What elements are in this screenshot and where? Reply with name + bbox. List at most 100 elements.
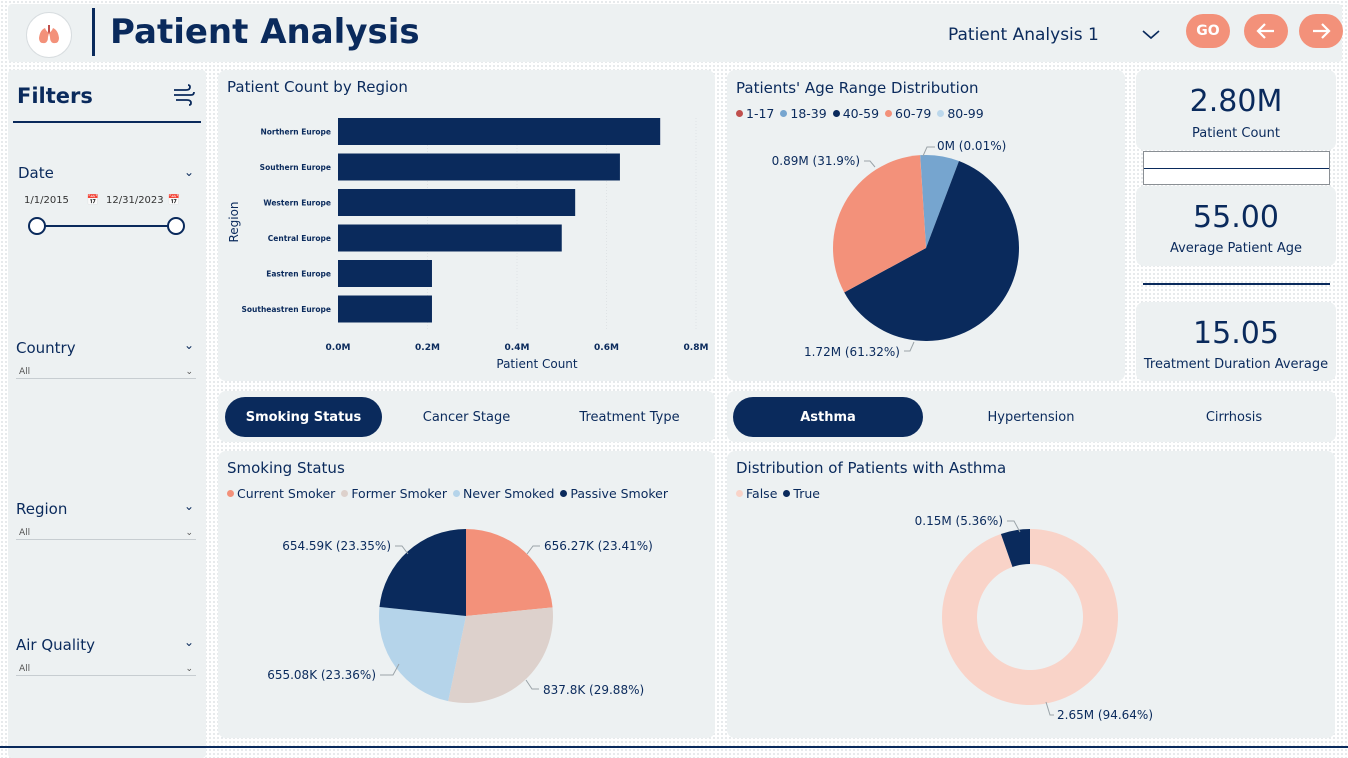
asthma-slice-false[interactable] bbox=[942, 529, 1118, 705]
tab-cirrhosis[interactable]: Cirrhosis bbox=[1205, 409, 1263, 425]
country-filter-label: Country bbox=[16, 339, 76, 357]
bar-western-europe[interactable] bbox=[338, 189, 576, 216]
legend-label: Passive Smoker bbox=[570, 486, 668, 501]
date-end-field[interactable]: 12/31/2023 📅 bbox=[106, 192, 180, 208]
bar-eastren-europe[interactable] bbox=[338, 260, 432, 287]
filters-divider bbox=[13, 121, 201, 123]
legend-dot-icon bbox=[885, 110, 893, 117]
tab-asthma[interactable]: Asthma bbox=[733, 397, 923, 437]
leader-line bbox=[922, 146, 935, 157]
asthma-slice-true[interactable] bbox=[1000, 529, 1030, 567]
legend-dot-icon bbox=[453, 490, 460, 497]
arrow-right-icon bbox=[1313, 23, 1331, 39]
y-axis-title: Region bbox=[227, 201, 241, 242]
chevron-down-icon[interactable]: ⌄ bbox=[184, 499, 195, 513]
age-slice-40-59[interactable] bbox=[844, 161, 1019, 341]
tab-smoking-status[interactable]: Smoking Status bbox=[225, 397, 382, 437]
leader-line bbox=[1007, 520, 1021, 533]
chevron-down-icon[interactable]: ⌄ bbox=[184, 338, 195, 352]
bar-southeastren-europe[interactable] bbox=[338, 295, 432, 323]
back-button[interactable] bbox=[1244, 14, 1288, 48]
header-bar bbox=[8, 4, 1342, 62]
page-select-value: Patient Analysis 1 bbox=[948, 25, 1099, 45]
leader-line bbox=[395, 545, 409, 555]
region-dropdown-value: All bbox=[19, 527, 31, 538]
asthma-legend-true: True bbox=[783, 486, 820, 501]
kpi-avg-age-label: Average Patient Age bbox=[1169, 241, 1303, 256]
data-label: 656.27K (23.41%) bbox=[544, 539, 653, 553]
tab-treatment-type[interactable]: Treatment Type bbox=[579, 409, 680, 425]
legend-dot-icon bbox=[736, 490, 743, 497]
legend-label: True bbox=[793, 486, 820, 501]
legend-label: Never Smoked bbox=[463, 486, 555, 501]
asthma-chart-title: Distribution of Patients with Asthma bbox=[736, 459, 1007, 477]
asthma-donut-chart: 0.15M (5.36%) 2.65M (94.64%) bbox=[915, 514, 1153, 722]
go-button[interactable]: GO bbox=[1186, 14, 1230, 48]
kpi-treatment-label: Treatment Duration Average bbox=[1143, 357, 1329, 372]
legend-label: 40-59 bbox=[842, 106, 880, 121]
age-slice-18-39[interactable] bbox=[920, 155, 959, 248]
smoking-slice-current-smoker[interactable] bbox=[466, 529, 553, 616]
chevron-down-icon[interactable]: ⌄ bbox=[184, 635, 195, 649]
tab-hypertension[interactable]: Hypertension bbox=[987, 409, 1075, 425]
legend-label: Current Smoker bbox=[237, 486, 336, 501]
legend-dot-icon bbox=[832, 110, 840, 117]
data-label: 2.65M (94.64%) bbox=[1057, 708, 1153, 722]
data-label: 654.59K (23.35%) bbox=[282, 539, 391, 553]
age-chart-title: Patients' Age Range Distribution bbox=[736, 79, 979, 97]
air-quality-filter-label: Air Quality bbox=[16, 636, 95, 654]
arrow-left-icon bbox=[1256, 23, 1274, 39]
y-tick-label: Southeastren Europe bbox=[241, 305, 331, 314]
legend-label: 80-99 bbox=[947, 106, 984, 121]
region-dropdown[interactable]: All ⌄ bbox=[16, 526, 196, 540]
air-quality-dropdown[interactable]: All ⌄ bbox=[16, 662, 196, 676]
leader-line bbox=[380, 663, 400, 676]
page-select-dropdown[interactable]: Patient Analysis 1 bbox=[942, 20, 1166, 50]
lungs-icon bbox=[26, 12, 72, 58]
chevron-down-icon bbox=[1142, 30, 1160, 40]
region-filter-label: Region bbox=[16, 500, 68, 518]
smoking-chart-title: Smoking Status bbox=[227, 459, 345, 477]
kpi-divider-box bbox=[1143, 151, 1330, 185]
legend-dot-icon bbox=[341, 490, 349, 497]
forward-button[interactable] bbox=[1299, 14, 1343, 48]
x-tick-label: 0.2M bbox=[415, 343, 440, 353]
bar-southern-europe[interactable] bbox=[338, 153, 620, 181]
y-tick-label: Western Europe bbox=[263, 199, 331, 208]
data-label: 1.72M (61.32%) bbox=[804, 345, 900, 359]
age-slice-80-99[interactable] bbox=[920, 155, 926, 248]
air-quality-dropdown-value: All bbox=[19, 663, 31, 674]
data-label: 837.8K (29.88%) bbox=[543, 683, 644, 697]
bar-northern-europe[interactable] bbox=[338, 118, 661, 145]
age-legend-40-59: 40-59 bbox=[832, 106, 880, 121]
legend-label: 18-39 bbox=[790, 106, 827, 121]
filters-title: Filters bbox=[17, 84, 93, 108]
smoking-legend-current-smoker: Current Smoker bbox=[227, 486, 335, 501]
kpi-divider bbox=[1143, 283, 1330, 285]
leader-line bbox=[525, 679, 539, 690]
title-divider bbox=[92, 8, 95, 56]
smoking-slice-passive-smoker[interactable] bbox=[379, 529, 466, 616]
date-slider-track[interactable] bbox=[37, 225, 176, 227]
date-start-value: 1/1/2015 bbox=[24, 194, 69, 206]
chevron-down-icon[interactable]: ⌄ bbox=[184, 165, 195, 179]
date-slider-start-handle[interactable] bbox=[28, 217, 46, 235]
age-legend-18-39: 18-39 bbox=[780, 106, 827, 121]
smoking-slice-former-smoker[interactable] bbox=[448, 607, 553, 703]
age-pie-chart: 0M (0.01%) 0.89M (31.9%) 1.72M (61.32%) bbox=[772, 139, 1019, 359]
country-dropdown-value: All bbox=[19, 366, 31, 377]
legend-label: 60-79 bbox=[895, 106, 932, 121]
smoking-slice-never-smoked[interactable] bbox=[379, 606, 466, 702]
smoking-chart-legend: Current Smoker Former Smoker Never Smoked P… bbox=[227, 486, 674, 501]
age-legend-1-17: 1-17 bbox=[736, 106, 774, 121]
date-slider-end-handle[interactable] bbox=[167, 217, 185, 235]
data-label: 0.15M (5.36%) bbox=[915, 514, 1003, 528]
bar-central-europe[interactable] bbox=[338, 224, 562, 252]
age-slice-60-79[interactable] bbox=[833, 155, 926, 293]
country-dropdown[interactable]: All ⌄ bbox=[16, 365, 196, 379]
tab-cancer-stage[interactable]: Cancer Stage bbox=[422, 409, 511, 425]
smoking-pie-chart: 656.27K (23.41%) 837.8K (29.88%) 655.08K (… bbox=[267, 529, 653, 703]
y-tick-label: Eastren Europe bbox=[266, 270, 331, 279]
date-start-field[interactable]: 1/1/2015 📅 bbox=[24, 192, 99, 208]
chevron-down-icon: ⌄ bbox=[185, 663, 193, 674]
